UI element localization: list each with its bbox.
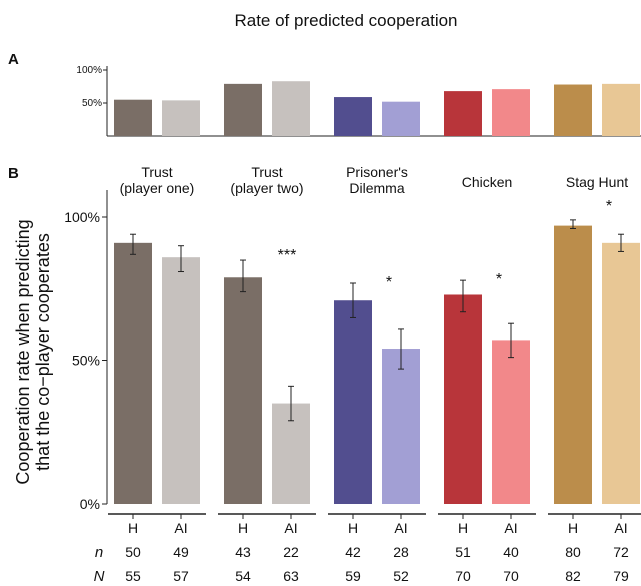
panel-a-bar-chicken-ai: [492, 89, 530, 136]
facet-title-trust1-line1: Trust: [141, 164, 172, 180]
x-tick-label-trust1-ai: AI: [174, 520, 187, 536]
bar-trust1-ai: [162, 257, 200, 504]
N-value-trust1-ai: 57: [173, 568, 189, 584]
n-value-trust2-h: 43: [235, 544, 251, 560]
x-tick-label-stag-h: H: [568, 520, 578, 536]
bar-stag-h: [554, 225, 592, 505]
panel-b-y-tick-label: 100%: [64, 209, 100, 225]
x-tick-label-pd-ai: AI: [394, 520, 407, 536]
panel-b-label: B: [8, 165, 19, 182]
N-value-stag-ai: 79: [613, 568, 629, 584]
facet-title-chicken: Chicken: [462, 174, 513, 190]
facet-title-pd-line1: Prisoner's: [346, 164, 408, 180]
panel-a-y-tick-label: 100%: [76, 65, 102, 76]
n-value-chicken-ai: 40: [503, 544, 519, 560]
N-value-pd-h: 59: [345, 568, 361, 584]
bar-pd-ai: [382, 349, 420, 504]
N-value-stag-h: 82: [565, 568, 581, 584]
significance-marker-trust2: ***: [278, 247, 297, 264]
facet-title-trust2-line2: (player two): [230, 180, 303, 196]
n-value-stag-ai: 72: [613, 544, 629, 560]
panel-a-bar-chicken-h: [444, 91, 482, 136]
panel-a-bar-pd-h: [334, 97, 372, 136]
N-value-trust2-h: 54: [235, 568, 251, 584]
panel-a-bar-trust1-h: [114, 99, 152, 136]
bar-stag-ai: [602, 242, 640, 504]
N-value-trust2-ai: 63: [283, 568, 299, 584]
significance-marker-pd: *: [386, 274, 392, 291]
n-value-trust1-h: 50: [125, 544, 141, 560]
N-value-trust1-h: 55: [125, 568, 141, 584]
panel-a-chart: 100% 50%: [76, 65, 641, 137]
panel-b-y-axis-title-line2: that the co−player cooperates: [33, 233, 53, 471]
x-tick-label-stag-ai: AI: [614, 520, 627, 536]
facet-title-trust1-line2: (player one): [120, 180, 195, 196]
n-value-trust1-ai: 49: [173, 544, 189, 560]
facet-title-pd-line2: Dilemma: [349, 180, 404, 196]
panel-a-bar-trust2-ai: [272, 81, 310, 136]
significance-marker-chicken: *: [496, 271, 502, 288]
x-tick-label-chicken-h: H: [458, 520, 468, 536]
facet-title-trust2-line1: Trust: [251, 164, 282, 180]
panel-b-y-tick-label: 0%: [80, 496, 100, 512]
x-tick-label-chicken-ai: AI: [504, 520, 517, 536]
x-tick-label-pd-h: H: [348, 520, 358, 536]
panel-b-y-tick-label: 50%: [72, 353, 100, 369]
significance-marker-stag: *: [606, 198, 612, 215]
x-tick-label-trust1-h: H: [128, 520, 138, 536]
N-value-pd-ai: 52: [393, 568, 409, 584]
N-value-chicken-ai: 70: [503, 568, 519, 584]
figure-title: Rate of predicted cooperation: [234, 11, 457, 30]
n-value-pd-ai: 28: [393, 544, 409, 560]
panel-a-bar-trust2-h: [224, 83, 262, 136]
panel-b-chart: Cooperation rate when predicting that the…: [13, 164, 641, 584]
row-n-label: n: [95, 544, 103, 561]
panel-a-label: A: [8, 51, 19, 68]
panel-a-bar-stag-ai: [602, 83, 640, 136]
x-tick-label-trust2-h: H: [238, 520, 248, 536]
bar-chicken-h: [444, 294, 482, 504]
panel-a-bar-trust1-ai: [162, 100, 200, 136]
n-value-pd-h: 42: [345, 544, 361, 560]
bar-pd-h: [334, 300, 372, 504]
n-value-stag-h: 80: [565, 544, 581, 560]
panel-a-y-tick-label: 50%: [82, 98, 102, 109]
panel-b-y-axis-title-line1: Cooperation rate when predicting: [13, 219, 33, 484]
n-value-chicken-h: 51: [455, 544, 471, 560]
panel-a-bar-pd-ai: [382, 101, 420, 136]
bar-trust1-h: [114, 242, 152, 504]
bar-chicken-ai: [492, 340, 530, 504]
x-tick-label-trust2-ai: AI: [284, 520, 297, 536]
panel-a-bar-stag-h: [554, 84, 592, 136]
n-value-trust2-ai: 22: [283, 544, 299, 560]
facet-title-stag: Stag Hunt: [566, 174, 628, 190]
bar-trust2-h: [224, 277, 262, 504]
row-N-label: N: [94, 568, 105, 585]
N-value-chicken-h: 70: [455, 568, 471, 584]
